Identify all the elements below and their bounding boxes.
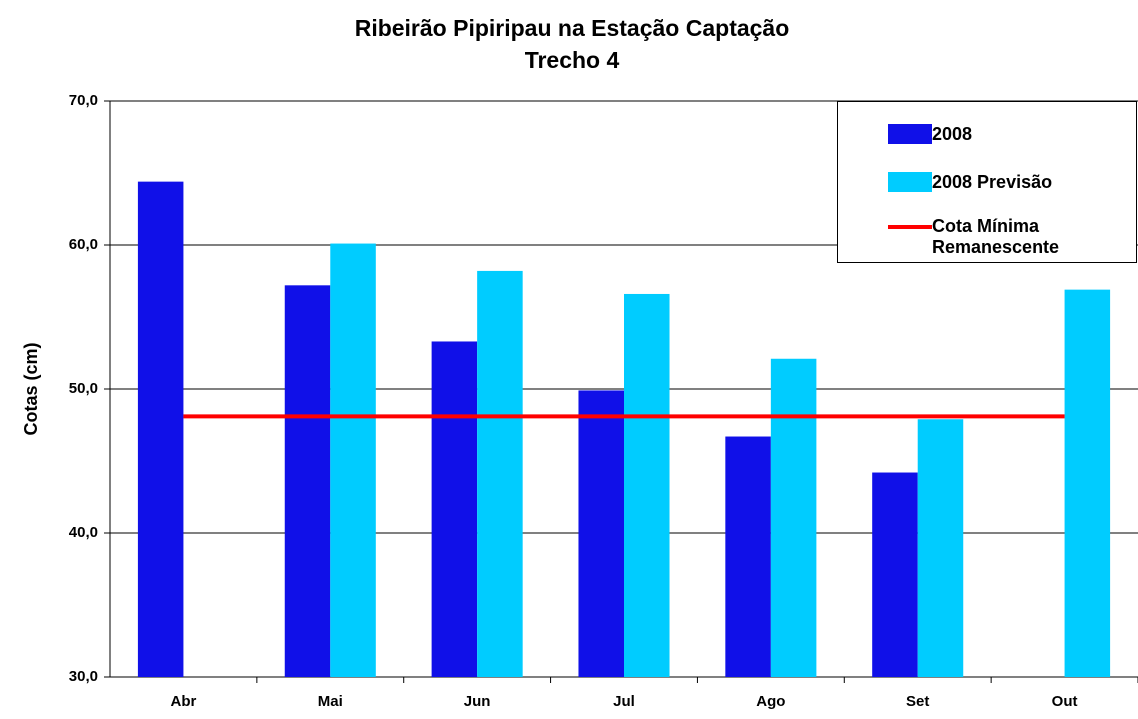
bar <box>1064 289 1111 677</box>
x-tick-label: Jun <box>464 693 491 710</box>
x-tick-label: Abr <box>171 693 197 710</box>
x-tick-label: Ago <box>756 693 785 710</box>
y-tick-label: 70,0 <box>69 92 98 109</box>
legend-entry: Cota Mínima Remanescente <box>888 216 1112 258</box>
bar <box>431 341 478 677</box>
bar <box>872 472 918 677</box>
legend: 2008 2008 Previsão Cota Mínima Remanescent… <box>837 101 1137 263</box>
bar <box>578 390 624 677</box>
legend-swatch <box>888 124 932 144</box>
legend-swatch <box>888 225 932 229</box>
x-tick-label: Mai <box>318 693 343 710</box>
bar <box>917 419 964 677</box>
y-axis-label: Cotas (cm) <box>21 342 41 435</box>
y-tick-label: 50,0 <box>69 380 98 397</box>
x-tick-label: Jul <box>613 693 635 710</box>
bar <box>477 270 523 677</box>
bar <box>624 293 670 677</box>
bar <box>330 243 376 677</box>
y-tick-label: 30,0 <box>69 668 98 685</box>
bar <box>770 358 817 677</box>
legend-label: 2008 <box>932 124 973 144</box>
legend-entry: 2008 <box>888 124 1112 145</box>
legend-swatch <box>888 172 932 192</box>
y-tick-label: 40,0 <box>69 524 98 541</box>
legend-label: Cota Mínima Remanescente <box>932 216 1060 257</box>
y-tick-label: 60,0 <box>69 236 98 253</box>
bar <box>284 285 331 677</box>
chart-subtitle: Trecho 4 <box>525 47 620 73</box>
bar <box>725 436 771 677</box>
legend-entry: 2008 Previsão <box>888 172 1112 193</box>
legend-label: 2008 Previsão <box>932 172 1053 192</box>
x-tick-label: Out <box>1052 693 1078 710</box>
x-tick-label: Set <box>906 693 929 710</box>
chart-title: Ribeirão Pipiripau na Estação Captação <box>355 15 790 41</box>
bar <box>137 181 184 677</box>
